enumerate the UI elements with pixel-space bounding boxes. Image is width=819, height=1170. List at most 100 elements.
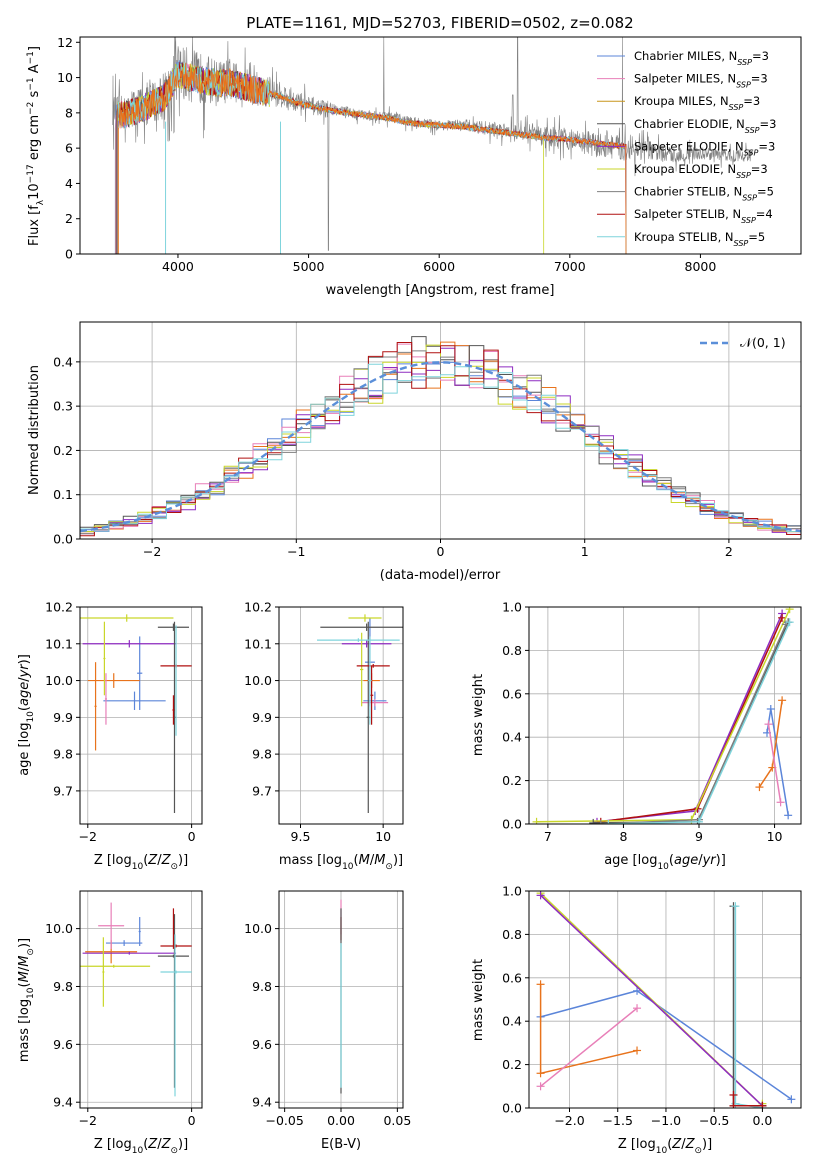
label-part: ⊙ [170,862,178,872]
x-axis-label: Z [log10(Z/Z⊙)] [94,853,188,872]
legend-suffix: =3 [758,139,775,153]
label-part: ( [669,853,674,868]
legend-sub: SSP [734,238,749,247]
label-part: mass [log [17,999,32,1062]
series-line-chabrier_miles [766,708,789,816]
legend-sub: SSP [744,148,759,157]
label-part: )] [393,853,403,868]
series-line-kroupa_stelib [734,906,763,1108]
series-line-salpeter_stelib [600,617,783,823]
label-part: ⊙ [385,862,393,872]
y-tick-label: 10.0 [45,673,73,688]
legend-text: Kroupa ELODIE, N [634,162,736,176]
x-axis-label: Z [log10(Z/Z⊙)] [94,1137,188,1156]
x-axis-label: mass [log10(M/M⊙)] [279,853,403,872]
label-part: Flux [f [27,205,42,246]
plot-area-massweight_vs_Z [536,891,796,1108]
label-part: 10 [342,862,354,872]
series-line-chabrier_elodie [593,621,789,824]
label-part: −17 [26,164,36,183]
label-part: )] [702,1137,712,1152]
y-tick-label: 0.4 [502,730,522,745]
x-tick-label: 0 [188,1113,196,1128]
legend-suffix: =3 [751,72,768,86]
x-tick-label: −2 [79,1113,97,1128]
legend-label: Salpeter ELODIE, NSSP=3 [634,139,775,157]
label-part: 10 [26,987,36,999]
plot-area-mass_vs_Z [80,902,192,1097]
label-part: ( [17,982,32,987]
legend-suffix: =3 [743,94,760,108]
y-tick-label: 10 [57,70,73,85]
axes-frame [528,890,802,1109]
label-part: ( [143,853,148,868]
label-part: M [374,853,385,868]
y-axis-label: Normed distribution [27,365,42,495]
label-part: / [157,853,162,868]
label-part: age [log [604,853,657,868]
y-axis-label: age [log10(age/yr)] [17,654,36,776]
legend-sub: SSP [737,58,752,67]
y-tick-label: 9.9 [53,710,73,725]
x-tick-label: −1.0 [651,1113,681,1128]
label-part: Z [671,1137,682,1152]
label-part: (data-model)/error [380,568,501,583]
x-tick-label: 2 [725,544,733,559]
gaussian-curve [80,361,801,533]
legend-suffix: =3 [760,117,777,131]
x-tick-label: 0 [437,544,445,559]
model-spectrum-salpeter_miles [115,63,627,254]
y-tick-label: 0.2 [53,443,73,458]
y-axis-label: mass weight [471,959,486,1041]
x-tick-label: 4000 [162,259,194,274]
label-part: ] [27,46,42,51]
x-tick-label: 0 [188,829,196,844]
label-part: −1 [26,77,36,90]
legend-suffix: =3 [751,162,768,176]
legend-label: Salpeter STELIB, NSSP=4 [634,207,773,225]
y-tick-label: 9.6 [53,1037,73,1052]
label-part: E(B-V) [321,1137,361,1152]
y-tick-label: 0.0 [502,817,522,832]
legend-label: Chabrier MILES, NSSP=3 [634,49,769,67]
legend-text: Chabrier STELIB, N [634,185,742,199]
label-part: −2 [26,102,36,115]
x-tick-label: 8 [619,829,627,844]
y-tick-label: 0.8 [502,927,522,942]
label-part: ⊙ [170,1146,178,1156]
plot-area-age_vs_mass [317,614,403,813]
label-part: ( [354,853,359,868]
label-part: ( [667,1137,672,1152]
model-spectrum-salpeter_stelib [117,62,627,254]
label-part: / [681,1137,686,1152]
axes-massweight_vs_Z: −2.0 −1.5 −1.0 −0.5 0.0 0.0 0.2 0.4 0.6 0.8 1.0 Z [… [471,884,802,1156]
axes-frame [528,606,802,825]
y-tick-label: 9.7 [252,783,272,798]
legend-text: Chabrier MILES, N [634,49,737,63]
y-tick-label: 9.8 [53,747,73,762]
x-tick-label: −2 [143,544,161,559]
y-tick-label: 1.0 [502,600,522,615]
label-part: Z [161,1137,172,1152]
y-tick-label: 0.6 [502,970,522,985]
label-part: M [17,971,32,982]
legend-text: Salpeter ELODIE, N [634,139,744,153]
y-axis-label: mass weight [471,674,486,756]
y-tick-label: 0.8 [502,643,522,658]
legend-suffix: =5 [748,230,765,244]
x-axis-label: wavelength [Angstrom, rest frame] [326,283,555,298]
label-part: 10 [27,183,42,200]
residual-histogram-kroupa_stelib [80,363,801,533]
axes-residuals: −2 −1 0 1 2 0.0 0.1 0.2 0.3 0.4 (data-model)/error… [27,321,802,583]
y-tick-label: 0.2 [502,1057,522,1072]
label-part: Z [147,853,158,868]
legend-text: Salpeter STELIB, N [634,207,741,221]
label-part: M [17,956,32,967]
x-tick-label: 10 [767,829,783,844]
y-tick-label: 0.0 [502,1101,522,1116]
x-tick-label: −0.05 [265,1113,303,1128]
label-part: / [370,853,375,868]
x-tick-label: 0.0 [752,1113,772,1128]
x-tick-label: 7 [544,829,552,844]
